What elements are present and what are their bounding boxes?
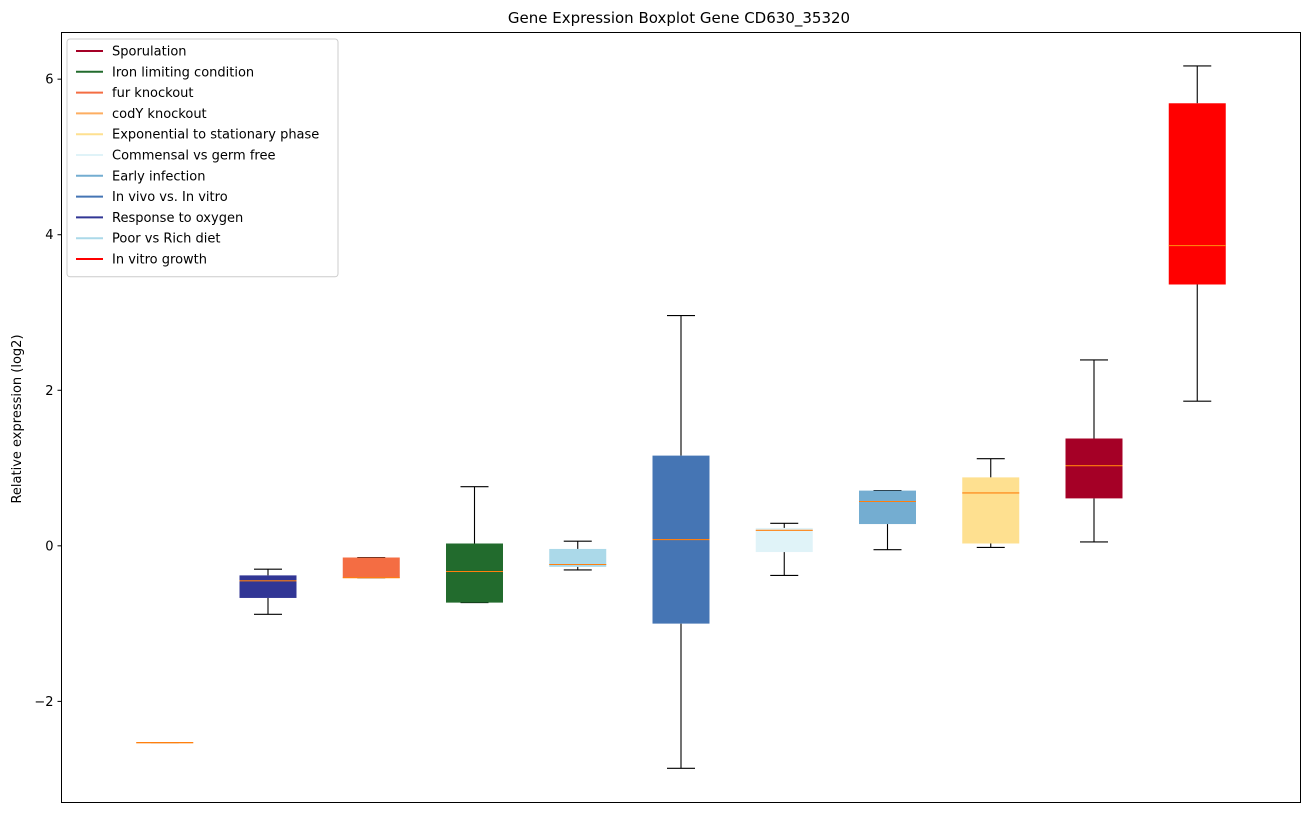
box-group [239,568,297,615]
plot-frame [61,32,1301,803]
box-iqr [1065,438,1123,499]
box-group [342,556,400,579]
box-iqr [1168,103,1226,285]
legend-label: fur knockout [112,86,194,101]
legend-frame [66,38,339,278]
box-group [755,522,813,576]
legend: Sporulation Iron limiting condition fur kn… [66,38,339,278]
y-tick-label: 2 [45,384,53,399]
legend-label: In vitro growth [112,253,207,268]
box-group [652,315,710,769]
box-iqr [239,575,297,598]
legend-label: Commensal vs germ free [112,149,275,164]
legend-item: Poor vs Rich diet [76,232,220,247]
legend-label: codY knockout [112,107,207,122]
box-iqr [962,477,1020,544]
box-group [446,486,503,604]
legend-label: Early infection [112,169,205,184]
box-group [1168,65,1226,402]
legend-item: Early infection [76,169,205,184]
y-axis-label: Relative expression (log2) [10,334,25,503]
y-tick-label: 4 [45,228,53,243]
legend-item: Exponential to stationary phase [76,128,319,143]
legend-label: Exponential to stationary phase [112,128,319,143]
y-tick-label: −2 [34,695,53,710]
legend-label: Response to oxygen [112,211,243,226]
legend-item: In vitro growth [76,253,207,268]
legend-label: Sporulation [112,45,187,60]
legend-item: Sporulation [76,45,187,60]
box-group [549,540,607,571]
legend-label: Iron limiting condition [112,65,254,80]
boxes-layer [136,65,1226,769]
legend-item: In vivo vs. In vitro [76,190,228,205]
y-tick-label: 6 [45,73,53,88]
legend-item: codY knockout [76,107,207,122]
box-group [859,490,916,551]
box-iqr [549,548,607,567]
y-tick-label: 0 [45,539,53,554]
box-group [1065,359,1123,543]
legend-label: Poor vs Rich diet [112,232,220,247]
box-iqr [859,490,916,525]
box-group [136,742,194,744]
legend-item: Response to oxygen [76,211,243,226]
box-iqr [446,543,503,603]
legend-item: fur knockout [76,86,194,101]
chart-title: Gene Expression Boxplot Gene CD630_35320 [508,9,850,28]
box-iqr [755,527,813,553]
legend-label: In vivo vs. In vitro [112,190,228,205]
box-iqr [342,557,400,578]
box-group [962,458,1020,548]
legend-item: Iron limiting condition [76,65,254,80]
y-axis: −2 0 2 4 6 [34,73,62,710]
legend-item: Commensal vs germ free [76,149,275,164]
